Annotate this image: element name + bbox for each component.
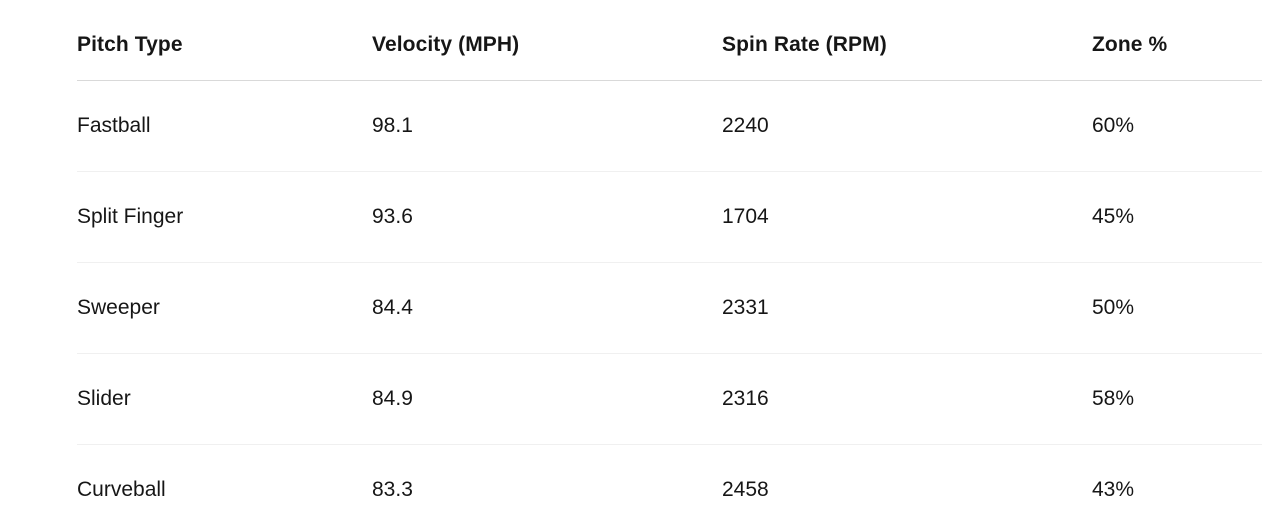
cell-spin-rate: 2458 <box>722 478 769 501</box>
table-row: Curveball 83.3 2458 43% <box>77 445 1262 516</box>
column-header-pitch-type: Pitch Type <box>77 0 372 81</box>
cell-velocity: 83.3 <box>372 478 413 501</box>
cell-zone-pct: 60% <box>1092 80 1262 172</box>
cell-pitch-type: Slider <box>77 353 372 445</box>
table-row: Fastball 98.1 2240 60% <box>77 80 1262 172</box>
table-header: Pitch Type Velocity (MPH) Spin Rate (RPM… <box>77 0 1262 81</box>
cell-zone-pct: 45% <box>1092 171 1262 263</box>
column-header-velocity: Velocity (MPH) <box>372 0 722 81</box>
cell-spin-rate: 1704 <box>722 171 1092 263</box>
cell-velocity: 84.4 <box>372 262 722 354</box>
cell-velocity: 93.6 <box>372 171 722 263</box>
cell-zone-pct: 50% <box>1092 262 1262 354</box>
cell-pitch-type: Curveball <box>77 478 166 501</box>
cell-pitch-type: Fastball <box>77 80 372 172</box>
cell-velocity: 98.1 <box>372 80 722 172</box>
cell-pitch-type: Sweeper <box>77 262 372 354</box>
cell-spin-rate: 2331 <box>722 262 1092 354</box>
column-header-zone-pct: Zone % <box>1092 0 1262 81</box>
cell-spin-rate: 2240 <box>722 80 1092 172</box>
table-row: Split Finger 93.6 1704 45% <box>77 171 1262 263</box>
column-header-spin-rate: Spin Rate (RPM) <box>722 0 1092 81</box>
table-body: Fastball 98.1 2240 60% Split Finger 93.6 1704 4… <box>77 80 1262 516</box>
pitch-stats-table: Pitch Type Velocity (MPH) Spin Rate (RPM… <box>77 0 1262 516</box>
cell-zone-pct: 58% <box>1092 353 1262 445</box>
table-row: Slider 84.9 2316 58% <box>77 353 1262 445</box>
header-row: Pitch Type Velocity (MPH) Spin Rate (RPM… <box>77 0 1262 81</box>
cell-pitch-type: Split Finger <box>77 171 372 263</box>
cell-zone-pct: 43% <box>1092 478 1135 501</box>
table-row: Sweeper 84.4 2331 50% <box>77 262 1262 354</box>
cell-velocity: 84.9 <box>372 353 722 445</box>
cell-spin-rate: 2316 <box>722 353 1092 445</box>
